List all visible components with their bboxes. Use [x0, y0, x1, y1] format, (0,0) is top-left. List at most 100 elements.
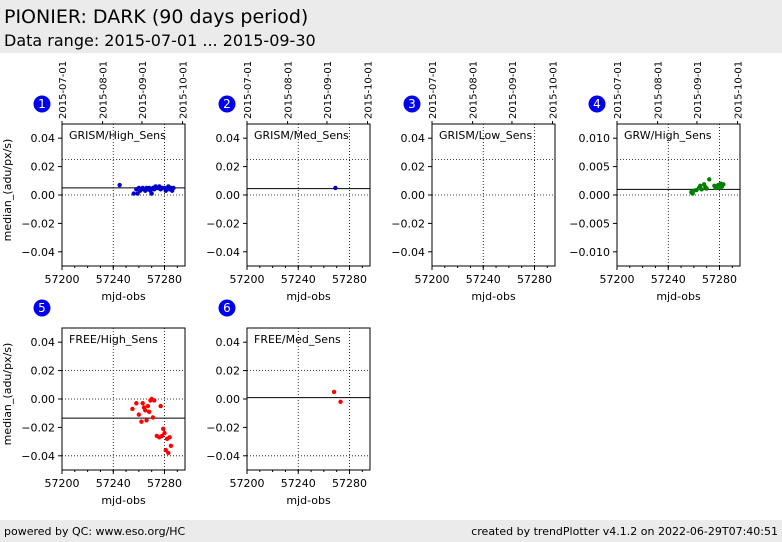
y-tick-label: 0.02 — [31, 365, 56, 378]
data-point — [166, 450, 171, 456]
date-tick-label: 2015-07-01 — [243, 61, 254, 119]
date-tick-label: 2015-10-01 — [734, 61, 745, 119]
panel-1: 57200 57240 57280 0.04 0.02 0.00 −0.02 −0.04 GRI… — [1, 61, 190, 303]
data-point — [130, 406, 135, 412]
data-point — [698, 183, 703, 188]
data-point — [171, 185, 176, 191]
x-axis-label: mjd-obs — [286, 290, 331, 303]
y-axis-label: median_(adu/px/s) — [1, 139, 14, 242]
x-tick-label: 57280 — [332, 477, 367, 490]
y-tick-label: 0.04 — [31, 132, 56, 145]
x-tick-label: 57280 — [702, 273, 737, 286]
y-tick-label: 0.02 — [401, 161, 426, 174]
y-tick-label: 0.04 — [401, 132, 426, 145]
data-point — [150, 415, 156, 420]
y-axis-label: median_(adu/px/s) — [1, 343, 14, 446]
data-point — [136, 412, 142, 417]
x-tick-label: 57280 — [147, 273, 182, 286]
y-tick-label: −0.02 — [206, 217, 240, 230]
y-tick-label: 0.00 — [216, 189, 241, 202]
panel-number-badge — [33, 95, 51, 113]
date-tick-label: 2015-10-01 — [179, 61, 190, 119]
y-tick-label: −0.04 — [206, 246, 240, 259]
y-tick-label: 0.04 — [216, 336, 241, 349]
date-tick-label: 2015-07-01 — [613, 61, 624, 119]
date-tick-label: 2015-08-01 — [469, 61, 480, 119]
y-tick-label: −0.02 — [391, 217, 425, 230]
y-tick-label: −0.04 — [21, 246, 55, 259]
y-tick-label: 0.04 — [31, 336, 56, 349]
page-title: PIONIER: DARK (90 days period) — [4, 6, 309, 28]
data-point — [158, 403, 163, 409]
panel-number-badge — [218, 299, 236, 317]
y-tick-label: 0.010 — [579, 132, 611, 145]
date-tick-label: 2015-09-01 — [508, 61, 519, 119]
data-point — [168, 443, 174, 449]
data-point — [331, 389, 337, 395]
y-tick-label: 0.04 — [216, 132, 241, 145]
data-point — [159, 433, 165, 439]
y-tick-label: −0.02 — [21, 421, 55, 434]
x-tick-label: 57200 — [230, 477, 265, 490]
panel-4: 57200 57240 57280 0.010 0.005 0.000 −0.005 −0.0… — [569, 61, 744, 303]
panel-6: 57200 57240 57280 0.04 0.02 0.00 −0.02 −0.04 FRE… — [206, 299, 371, 507]
x-tick-label: 57200 — [45, 273, 80, 286]
date-tick-label: 2015-09-01 — [323, 61, 334, 119]
x-tick-label: 57280 — [147, 477, 182, 490]
x-tick-label: 57240 — [96, 273, 131, 286]
y-tick-label: 0.00 — [216, 393, 241, 406]
panel-number: 2 — [223, 97, 231, 111]
data-point — [135, 191, 140, 196]
data-point — [167, 435, 172, 440]
data-point — [140, 401, 145, 406]
data-point — [139, 419, 144, 424]
data-point — [707, 177, 712, 182]
panel-number: 3 — [408, 97, 416, 111]
footer-created-by: created by trendPlotter v4.1.2 on 2022-0… — [471, 525, 778, 538]
data-point — [161, 426, 166, 432]
x-axis-label: mjd-obs — [656, 290, 701, 303]
y-tick-label: 0.000 — [579, 189, 611, 202]
data-point — [145, 403, 151, 409]
data-point — [117, 182, 122, 188]
header-band: PIONIER: DARK (90 days period) Data rang… — [0, 0, 782, 53]
x-tick-label: 57200 — [415, 273, 450, 286]
panel-label: FREE/Med_Sens — [254, 333, 341, 346]
panel-number: 1 — [38, 97, 46, 111]
data-point — [131, 191, 136, 196]
plot-frame — [246, 327, 371, 471]
x-axis-label: mjd-obs — [101, 290, 146, 303]
panel-number: 4 — [593, 97, 601, 111]
x-tick-label: 57280 — [332, 273, 367, 286]
data-point — [333, 185, 338, 191]
footer-band: powered by QC: www.eso.org/HC created by… — [0, 520, 782, 542]
x-tick-label: 57240 — [651, 273, 686, 286]
x-tick-label: 57240 — [281, 273, 316, 286]
y-tick-label: 0.02 — [31, 161, 56, 174]
data-point — [149, 191, 154, 196]
date-tick-label: 2015-08-01 — [99, 61, 110, 119]
y-tick-label: 0.00 — [31, 393, 56, 406]
x-tick-label: 57240 — [281, 477, 316, 490]
date-tick-label: 2015-09-01 — [138, 61, 149, 119]
x-tick-label: 57240 — [466, 273, 501, 286]
panel-label: GRISM/Low_Sens — [439, 129, 532, 142]
panel-label: GRW/High_Sens — [624, 129, 712, 142]
x-axis-label: mjd-obs — [471, 290, 516, 303]
panel-2: 57200 57240 57280 0.04 0.02 0.00 −0.02 −0.04 GRI… — [206, 61, 374, 303]
panel-label: GRISM/Med_Sens — [254, 129, 349, 142]
panel-number-badge — [403, 95, 421, 113]
panel-label: GRISM/High_Sens — [69, 129, 166, 142]
y-tick-label: 0.02 — [216, 161, 241, 174]
y-tick-label: −0.005 — [569, 217, 610, 230]
date-tick-label: 2015-10-01 — [549, 61, 560, 119]
data-point — [704, 186, 709, 191]
data-point — [162, 430, 167, 436]
page-subtitle: Data range: 2015-07-01 ... 2015-09-30 — [4, 31, 316, 50]
panel-label: FREE/High_Sens — [69, 333, 158, 346]
panel-5: 57200 57240 57280 0.04 0.02 0.00 −0.02 −0.04 FRE… — [1, 299, 186, 507]
data-point — [152, 398, 157, 403]
date-tick-label: 2015-07-01 — [428, 61, 439, 119]
y-tick-label: 0.005 — [579, 161, 611, 174]
y-tick-label: −0.04 — [391, 246, 425, 259]
